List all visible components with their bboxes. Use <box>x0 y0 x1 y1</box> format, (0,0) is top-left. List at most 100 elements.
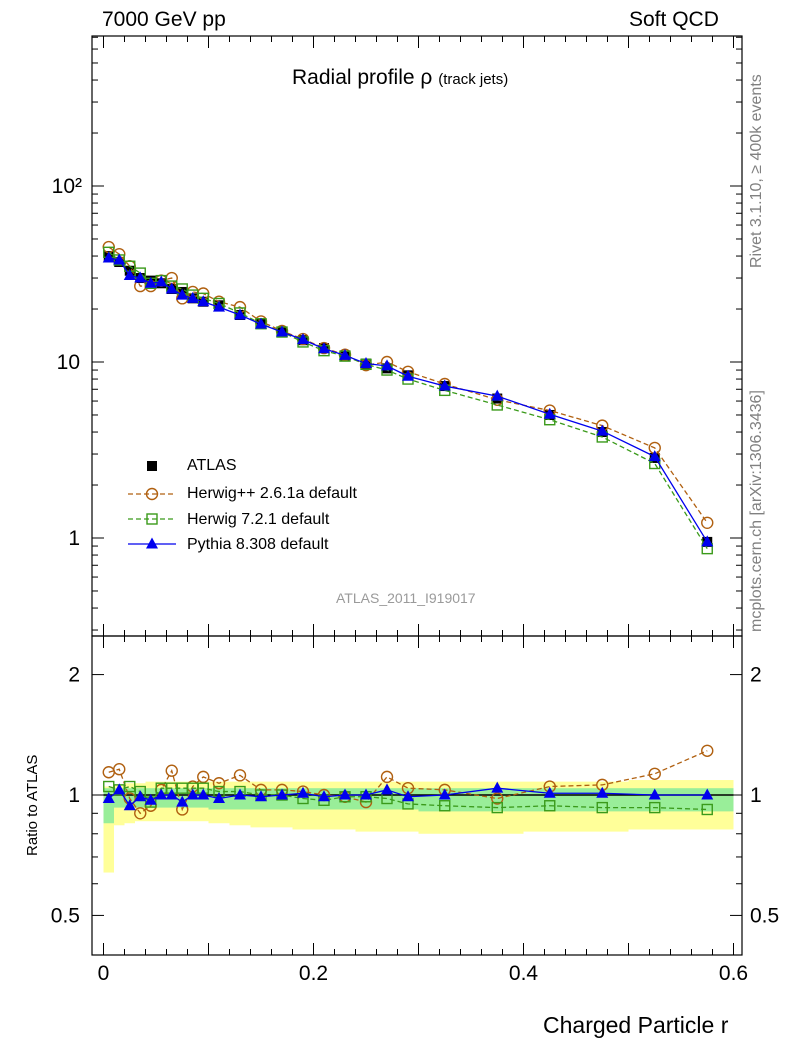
legend-label-pythia: Pythia 8.308 default <box>187 536 329 553</box>
ratio-pythia-point <box>102 792 115 804</box>
ratio-pythia-point <box>381 783 393 795</box>
ratio-pythia-point <box>701 788 714 800</box>
ratio-inner-band <box>471 788 524 812</box>
axis-ticks <box>92 36 742 955</box>
tick-labels: 1 10 10² 0.5 0.5 1 1 2 2 0 0.2 0.4 0.6 <box>51 175 779 985</box>
main-pythia-point <box>197 295 210 307</box>
ratio-pythia-point <box>648 788 661 800</box>
main-pythia-point <box>144 276 157 288</box>
main-herwigpp-point <box>701 516 714 530</box>
main-pythia-point <box>381 359 393 371</box>
x-axis-label: Charged Particle r <box>543 1012 729 1038</box>
main-series-group <box>102 240 714 555</box>
main-pythia-point <box>134 271 147 283</box>
main-pythia-point <box>318 342 330 354</box>
ratio-y-tick-label-right: 1 <box>750 784 762 807</box>
ratio-pythia-point <box>596 786 609 798</box>
legend-markers <box>128 461 176 549</box>
ratio-pythia-point <box>197 788 210 800</box>
ratio-y-axis-label: Ratio to ATLAS <box>24 754 41 856</box>
ratio-pythia-point <box>276 788 288 800</box>
ratio-pythia-point <box>543 786 556 798</box>
main-pythia-point <box>165 282 178 294</box>
main-pythia-point <box>491 389 504 401</box>
ratio-herwigpp-point <box>491 792 504 805</box>
main-pythia-point <box>113 253 126 265</box>
ratio-pythia-point <box>134 790 147 802</box>
legend-marker-herwigpp <box>145 487 159 501</box>
main-pythia-point <box>402 369 414 381</box>
ratio-herwig7-point <box>596 801 608 814</box>
legend-marker-pythia <box>146 537 158 549</box>
legend-label-herwigpp: Herwig++ 2.6.1a default <box>187 485 357 502</box>
main-pythia-point <box>701 535 714 547</box>
x-tick-label: 0.2 <box>299 962 328 985</box>
ratio-herwig7-point <box>439 800 451 812</box>
ratio-pythia-point <box>318 790 330 802</box>
beam-energy-label: 7000 GeV pp <box>102 8 226 31</box>
ratio-herwigpp-point <box>113 763 126 776</box>
ratio-herwigpp-point <box>701 744 714 757</box>
ratio-pythia-point <box>438 788 451 800</box>
main-y-tick-label: 1 <box>68 527 80 550</box>
chart-title-main: Radial profile ρ <box>292 66 433 89</box>
ratio-pythia-point <box>360 788 372 800</box>
legend-label-herwig7: Herwig 7.2.1 default <box>187 511 330 528</box>
main-pythia-point <box>123 269 136 281</box>
ratio-herwigpp-point <box>212 777 226 790</box>
ratio-series-group <box>102 744 714 820</box>
ratio-pythia-point <box>123 799 136 811</box>
main-pythia-point <box>297 333 309 345</box>
ratio-y-tick-label-left: 0.5 <box>51 904 80 927</box>
ratio-herwigpp-point <box>165 764 178 777</box>
ratio-herwigpp-point <box>134 807 147 820</box>
x-tick-label: 0.6 <box>719 962 748 985</box>
ratio-herwig7-point <box>701 803 713 816</box>
ratio-inner-band <box>103 788 114 824</box>
main-y-tick-label: 10² <box>52 175 82 198</box>
ratio-pythia-point <box>155 788 168 800</box>
main-pythia-point <box>438 379 451 391</box>
main-pythia-point <box>255 317 267 329</box>
main-pythia-point <box>234 308 246 320</box>
analysis-category-label: Soft QCD <box>629 8 719 31</box>
main-pythia-point <box>102 251 115 263</box>
ratio-herwig7-point <box>544 800 556 812</box>
main-pythia-point <box>339 348 351 360</box>
x-tick-label: 0 <box>98 962 110 985</box>
ratio-pythia-point <box>113 783 126 795</box>
ratio-y-tick-label-left: 2 <box>68 664 80 687</box>
main-pythia-point <box>213 300 225 312</box>
ratio-pythia-point <box>402 790 414 802</box>
legend-label-atlas: ATLAS <box>187 457 237 474</box>
ratio-pythia-point <box>255 790 267 802</box>
main-pythia-point <box>648 450 661 462</box>
analysis-id-watermark: ATLAS_2011_I919017 <box>336 590 476 606</box>
ratio-pythia-point <box>144 793 157 805</box>
rivet-version-label: Rivet 3.1.10, ≥ 400k events <box>748 74 765 268</box>
ratio-pythia-point <box>165 788 178 800</box>
x-tick-label: 0.4 <box>509 962 539 985</box>
chart-subtitle: (track jets) <box>438 71 509 88</box>
mcplots-reference-label: mcplots.cern.ch [arXiv:1306.3436] <box>748 390 765 632</box>
main-y-tick-label: 10 <box>57 351 80 374</box>
main-pythia-point <box>543 407 556 419</box>
main-pythia-point <box>276 325 288 337</box>
ratio-inner-band <box>681 788 734 812</box>
main-pythia-point <box>186 291 199 303</box>
ratio-pythia-point <box>186 788 199 800</box>
legend-marker-herwig7 <box>146 513 158 525</box>
ratio-herwig7-point <box>491 801 503 814</box>
ratio-pythia-point <box>297 786 309 798</box>
main-pythia-point <box>155 275 168 287</box>
ratio-y-tick-label-right: 0.5 <box>750 904 779 927</box>
ratio-herwigpp-point <box>380 770 394 784</box>
ratio-herwig7-point <box>649 801 661 814</box>
chart-title: Radial profile ρ (track jets) <box>292 66 508 90</box>
ratio-pythia-point <box>339 788 351 800</box>
main-pythia-point <box>596 424 609 436</box>
ratio-herwigpp-point <box>233 769 247 782</box>
ratio-pythia-point <box>491 781 504 793</box>
ratio-herwigpp-point <box>648 767 661 780</box>
